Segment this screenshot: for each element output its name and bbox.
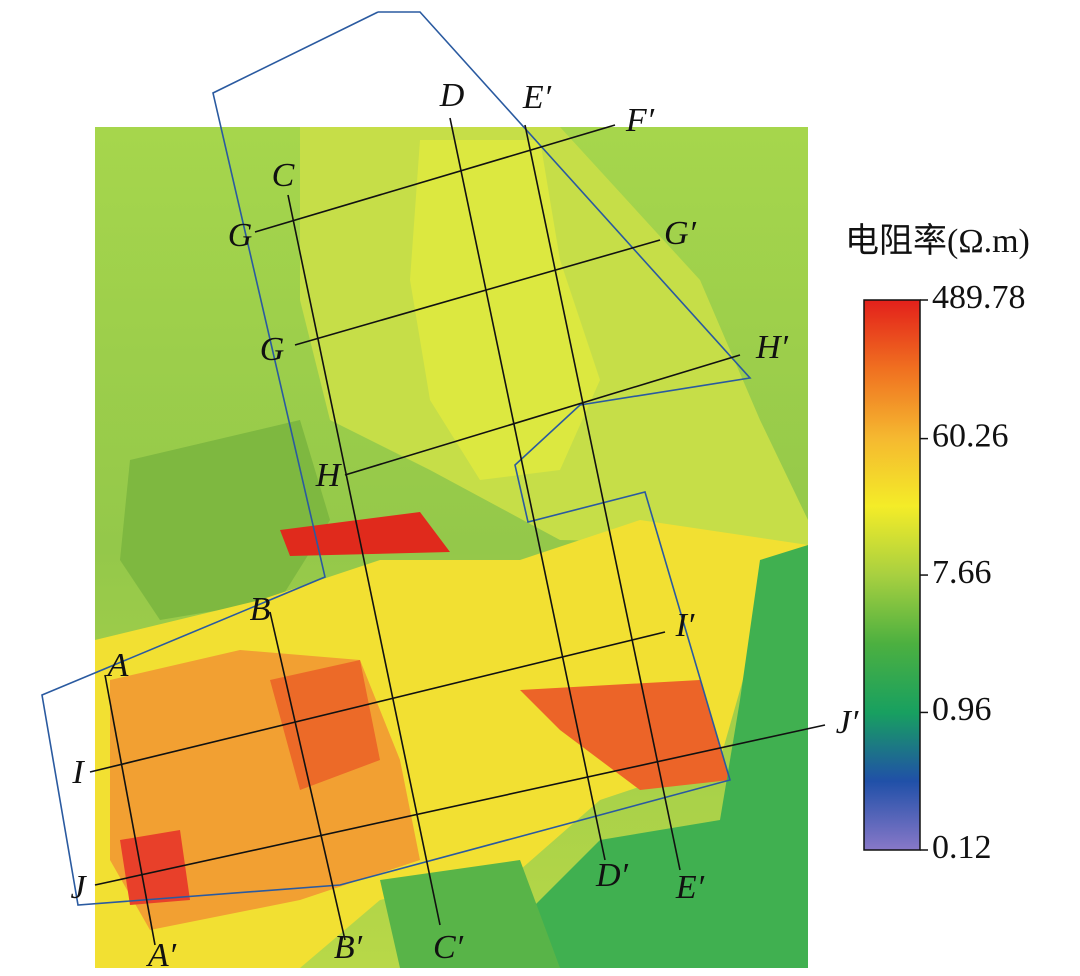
heatmap-region <box>520 545 808 968</box>
profile-line <box>94 724 826 886</box>
colorbar-tick-label: 0.96 <box>932 691 992 728</box>
profile-start-label: E′ <box>522 79 552 116</box>
profile-start-label: I <box>71 754 85 791</box>
profile-start-label: B <box>250 591 271 628</box>
heatmap-region <box>120 830 190 905</box>
survey-boundary <box>41 11 752 906</box>
heatmap-region <box>120 420 330 620</box>
profile-end-label: C′ <box>433 929 464 966</box>
profile-end-label: E′ <box>675 869 705 906</box>
profile-end-label: D′ <box>595 857 629 894</box>
profile-end-label: I′ <box>675 607 695 644</box>
profile-end-label: A′ <box>146 937 177 974</box>
profile-line <box>104 674 156 946</box>
profile-line <box>269 611 346 941</box>
profile-start-label: G <box>228 217 253 254</box>
heatmap-region <box>380 860 560 968</box>
colorbar-tick-label: 0.12 <box>932 829 992 866</box>
profile-line <box>287 194 441 926</box>
profile-end-label: G′ <box>664 215 697 252</box>
watermark: 知乎 @乔智 <box>880 915 1040 950</box>
profile-start-label: C <box>272 157 295 194</box>
profile-end-label: H′ <box>755 329 789 366</box>
profile-start-label: H <box>315 457 343 494</box>
profile-line <box>254 124 616 233</box>
colorbar-tick-label: 7.66 <box>932 554 992 591</box>
profile-start-label: A <box>106 647 129 684</box>
colorbar-tick-label: 489.78 <box>932 279 1026 316</box>
profile-line <box>524 124 681 871</box>
heatmap-region <box>270 660 380 790</box>
heatmap-region <box>280 512 450 556</box>
profile-line <box>449 117 606 861</box>
profile-end-label: J′ <box>836 704 859 741</box>
colorbar-title: 电阻率(Ω.m) <box>845 222 1030 260</box>
heatmap-region <box>410 140 600 480</box>
heatmap <box>95 127 808 968</box>
profile-start-label: J <box>70 869 87 906</box>
colorbar: 电阻率(Ω.m) 489.78 60.26 7.66 0.96 0.12 <box>845 222 1030 866</box>
profile-end-label: F′ <box>625 102 655 139</box>
profile-line <box>344 354 741 476</box>
profile-line <box>89 631 666 773</box>
profile-end-label: B′ <box>334 929 363 966</box>
colorbar-ramp <box>863 299 921 851</box>
profile-start-label: D <box>439 77 465 114</box>
profiles: A A′ B B′ C C′ D D′ E′ E′ G F′ G G′ H H′ I I′ J J′ <box>70 77 858 974</box>
colorbar-tick-label: 60.26 <box>932 417 1009 454</box>
profile-line <box>294 239 661 346</box>
profile-start-label: G <box>260 331 285 368</box>
